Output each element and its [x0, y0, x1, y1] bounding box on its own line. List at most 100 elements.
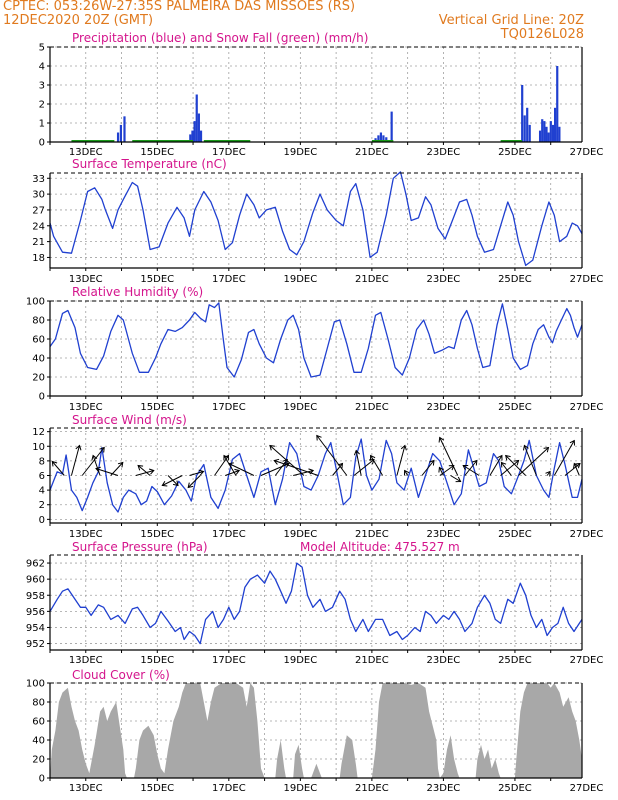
x-tick-label: 15DEC	[140, 655, 174, 666]
x-tick-label: 21DEC	[355, 402, 389, 413]
precipitation-bar	[379, 132, 383, 142]
y-tick-label: 952	[26, 639, 45, 650]
precipitation-bar	[193, 121, 196, 142]
wind-vector-head	[400, 444, 407, 451]
x-tick-label: 13DEC	[69, 402, 103, 413]
wind-vector	[187, 475, 201, 488]
wind-vector	[225, 470, 240, 476]
wind-vector	[518, 447, 549, 476]
wind-vector	[505, 455, 527, 476]
wind-vector	[450, 475, 461, 482]
wind-vector	[70, 445, 80, 476]
x-tick-label: 27DEC	[570, 529, 604, 540]
wind-vector	[370, 455, 384, 476]
x-tick-label: 25DEC	[498, 529, 532, 540]
wind-vector-head	[117, 461, 124, 468]
y-tick-label: 2	[39, 100, 45, 111]
wind-vector	[523, 445, 537, 476]
precipitation-bar	[528, 124, 531, 142]
y-tick-label: 4	[39, 62, 45, 73]
y-tick-label: 20	[32, 373, 45, 384]
precipitation-bar	[197, 113, 200, 142]
wind-vector-head	[187, 482, 194, 489]
wind-vector	[51, 461, 65, 476]
y-tick-label: 3	[39, 81, 45, 92]
precipitation-bar	[382, 135, 385, 142]
wind-vector	[439, 437, 459, 476]
y-tick-label: 8	[39, 456, 45, 467]
precipitation-bar	[558, 126, 561, 142]
wind-vector-head	[75, 444, 82, 451]
y-tick-label: 6	[39, 471, 45, 482]
wind-vector-head	[370, 454, 376, 461]
x-tick-label: 19DEC	[283, 655, 317, 666]
wind-vector	[110, 462, 124, 476]
precipitation-bar	[199, 130, 203, 142]
x-tick-label: 19DEC	[283, 147, 317, 158]
y-tick-label: 21	[32, 237, 45, 248]
precipitation-bar	[116, 132, 120, 142]
wind-vector	[438, 467, 444, 476]
model-altitude: Model Altitude: 475.527 m	[300, 540, 460, 554]
wind-vector	[500, 462, 512, 476]
y-tick-label: 5	[39, 43, 45, 54]
x-tick-label: 15DEC	[140, 529, 174, 540]
y-tick-label: 40	[32, 736, 45, 747]
wind-vector	[332, 463, 343, 476]
y-tick-label: 1	[39, 119, 45, 130]
y-tick-label: 80	[32, 698, 45, 709]
y-tick-label: 0	[39, 138, 45, 149]
precipitation-bar	[119, 124, 123, 142]
wind-vector-head	[316, 434, 322, 441]
wind-vector	[553, 440, 575, 476]
wind-vector	[355, 450, 362, 476]
wind-vector-head	[148, 468, 155, 475]
wind-vector	[189, 471, 204, 476]
panel-title: Surface Wind (m/s)	[72, 413, 187, 427]
x-tick-label: 23DEC	[427, 274, 461, 285]
precipitation-bar	[189, 134, 192, 142]
x-tick-label: 17DEC	[212, 655, 246, 666]
wind-vector-head	[569, 439, 575, 446]
wind-vector-head	[500, 461, 507, 468]
wind-vector-head	[353, 449, 360, 456]
wind-vector-head	[573, 462, 579, 469]
y-tick-label: 100	[26, 297, 45, 308]
x-tick-label: 21DEC	[355, 147, 389, 158]
y-tick-label: 20	[32, 755, 45, 766]
x-tick-label: 23DEC	[427, 402, 461, 413]
precipitation-bar	[195, 94, 198, 142]
wind-vector-head	[273, 458, 280, 465]
wind-vector-head	[545, 470, 551, 477]
wind-vector	[214, 455, 229, 476]
precipitation-bar	[523, 115, 526, 142]
wind-vector	[353, 459, 375, 476]
x-tick-label: 13DEC	[69, 147, 103, 158]
wind-vector	[274, 459, 288, 476]
x-tick-label: 25DEC	[498, 147, 532, 158]
wind-vector-head	[497, 454, 503, 461]
wind-vector	[293, 470, 314, 476]
wind-vector-head	[99, 446, 105, 453]
precipitation-bar	[191, 130, 194, 142]
x-tick-label: 23DEC	[427, 655, 461, 666]
y-tick-label: 2	[39, 500, 45, 511]
wind-vector	[260, 463, 290, 476]
wind-vector-head	[471, 459, 478, 466]
header-model-code: TQ0126L028	[500, 27, 584, 42]
wind-vector	[573, 463, 580, 476]
wind-vector-head	[228, 462, 234, 468]
precipitation-bar	[547, 132, 550, 142]
wind-vector	[81, 447, 105, 476]
wind-vector-head	[523, 444, 529, 451]
series-line	[49, 438, 583, 513]
x-tick-label: 13DEC	[69, 529, 103, 540]
y-tick-label: 18	[32, 253, 45, 264]
x-tick-label: 27DEC	[570, 783, 604, 794]
wind-vector	[404, 470, 409, 476]
y-tick-label: 80	[32, 316, 45, 327]
wind-vector-head	[234, 468, 241, 475]
panel-title: Cloud Cover (%)	[72, 668, 170, 682]
